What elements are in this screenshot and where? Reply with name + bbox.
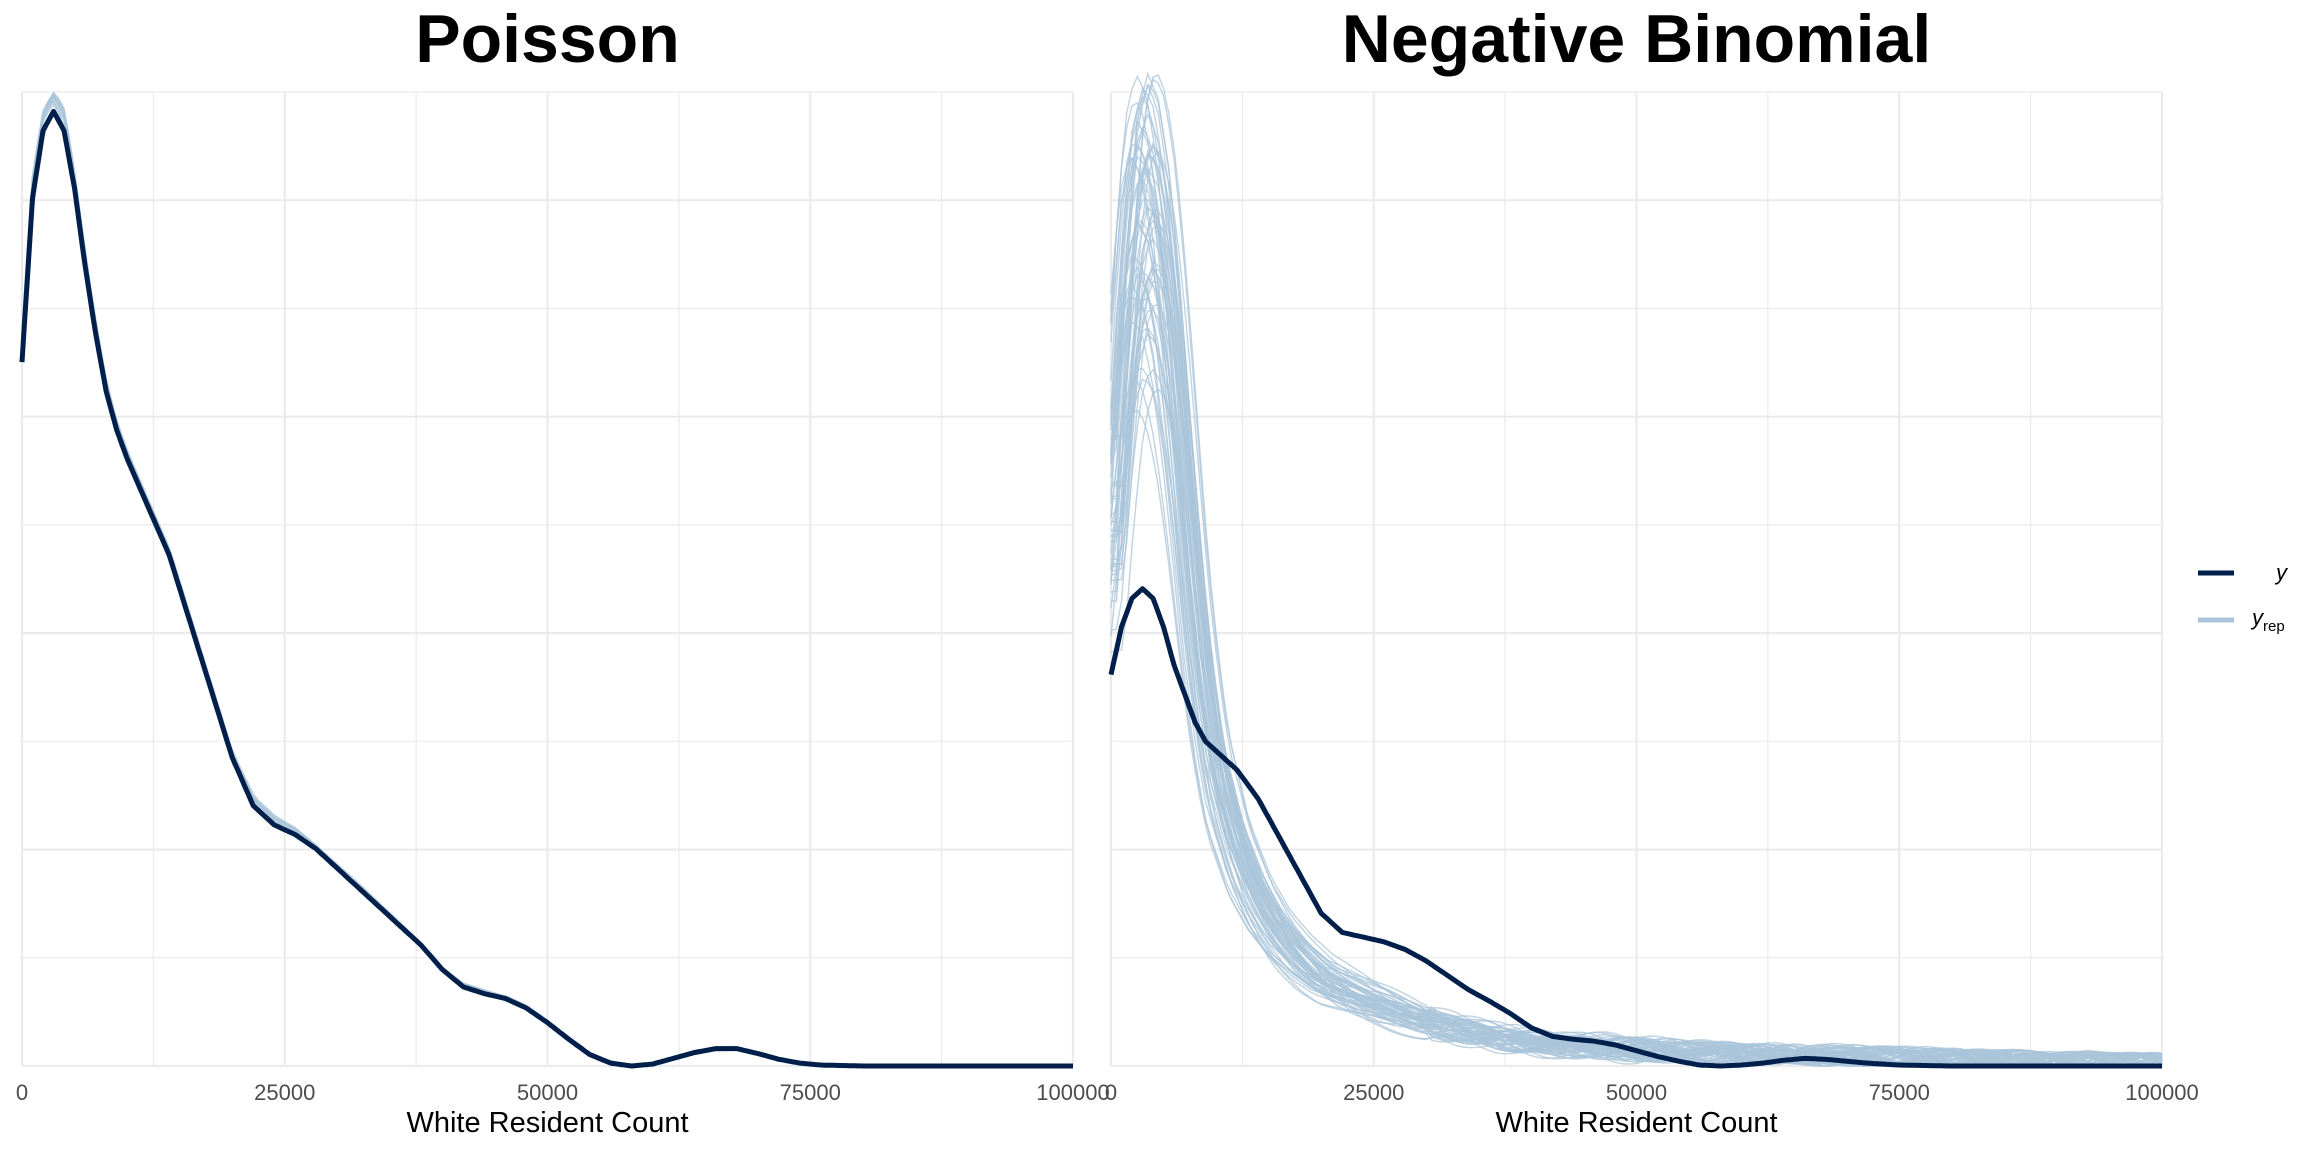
panel-title: Negative Binomial	[1342, 1, 1932, 77]
x-tick-label: 50000	[1606, 1080, 1667, 1105]
y-line	[1108, 586, 2162, 1069]
yrep-line	[1110, 297, 2163, 1067]
x-axis-label: White Resident Count	[406, 1107, 688, 1139]
x-axis-label: White Resident Count	[1495, 1107, 1777, 1139]
x-tick-label: 75000	[1869, 1080, 1930, 1105]
panel-poisson: 0 25000 50000 75000 100000 Poisson White Res…	[16, 1, 1110, 1139]
grid	[20, 91, 1075, 1068]
legend: y yrep	[2198, 560, 2289, 635]
yrep-lines	[1110, 71, 2163, 1067]
legend-label-y: y	[2274, 560, 2289, 585]
x-tick-label: 50000	[517, 1080, 578, 1105]
y-line	[19, 108, 1073, 1069]
yrep-line	[1110, 221, 2163, 1067]
x-tick-labels: 0 25000 50000 75000 100000	[1105, 1080, 2199, 1105]
x-tick-label: 0	[16, 1080, 28, 1105]
panel-title: Poisson	[415, 1, 680, 77]
y-lines	[19, 108, 1073, 1069]
yrep-line	[1110, 78, 2163, 1067]
legend-label-yrep: yrep	[2250, 605, 2285, 635]
legend-label-yrep-subscript: rep	[2263, 618, 2285, 635]
panel-negative-binomial: 0 25000 50000 75000 100000 Negative Binomial…	[1105, 1, 2199, 1139]
yrep-line	[1110, 149, 2163, 1067]
legend-label-yrep-main: y	[2250, 605, 2265, 630]
y-lines	[1108, 586, 2162, 1069]
grid	[1109, 91, 2164, 1068]
x-tick-label: 100000	[2125, 1080, 2198, 1105]
x-tick-label: 25000	[1343, 1080, 1404, 1105]
legend-label-y-main: y	[2274, 560, 2289, 585]
x-tick-label: 75000	[780, 1080, 841, 1105]
yrep-line	[1110, 83, 2162, 1067]
x-tick-label: 100000	[1036, 1080, 1109, 1105]
x-tick-label: 0	[1105, 1080, 1117, 1105]
yrep-line	[1110, 368, 2163, 1067]
x-tick-labels: 0 25000 50000 75000 100000	[16, 1080, 1110, 1105]
yrep-line	[1110, 145, 2163, 1067]
x-tick-label: 25000	[254, 1080, 315, 1105]
